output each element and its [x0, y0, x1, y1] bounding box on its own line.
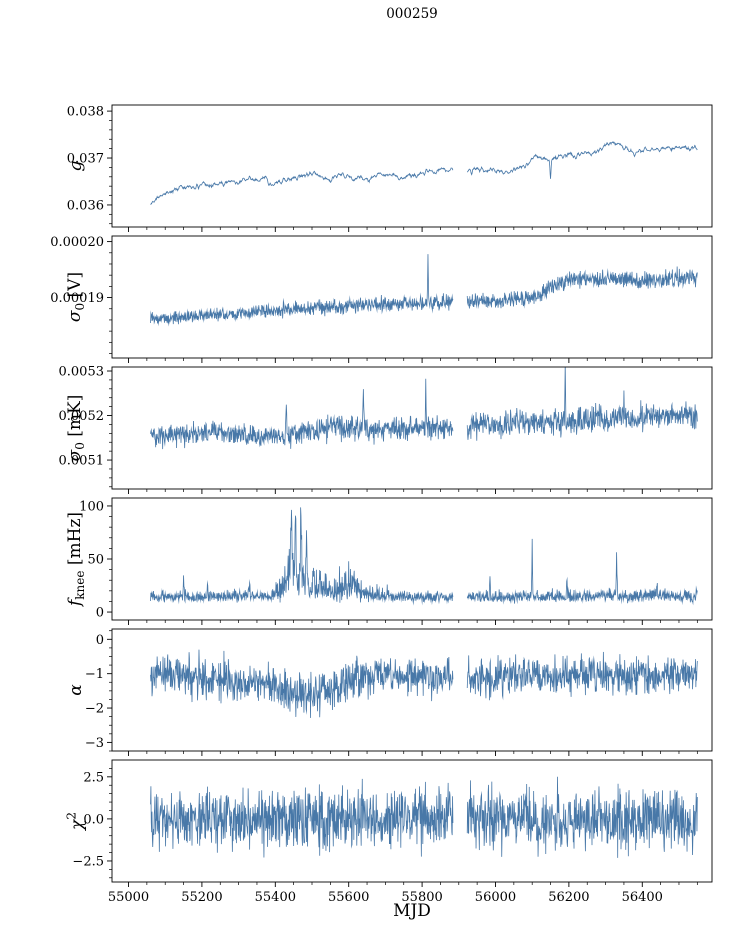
ylabel-chi2: χ2	[64, 812, 88, 830]
ylabel-fknee: fknee [mHz]	[64, 511, 88, 607]
ylabel-sigma0-v: σ0 [V]	[64, 271, 88, 323]
chart-title: 000259	[386, 6, 438, 22]
x-axis-label: MJD	[393, 901, 431, 921]
ylabel-sigma0-mk: σ0 [mK]	[64, 394, 88, 462]
ylabel-alpha: α	[66, 684, 86, 696]
ylabel-gain: g	[66, 160, 86, 172]
